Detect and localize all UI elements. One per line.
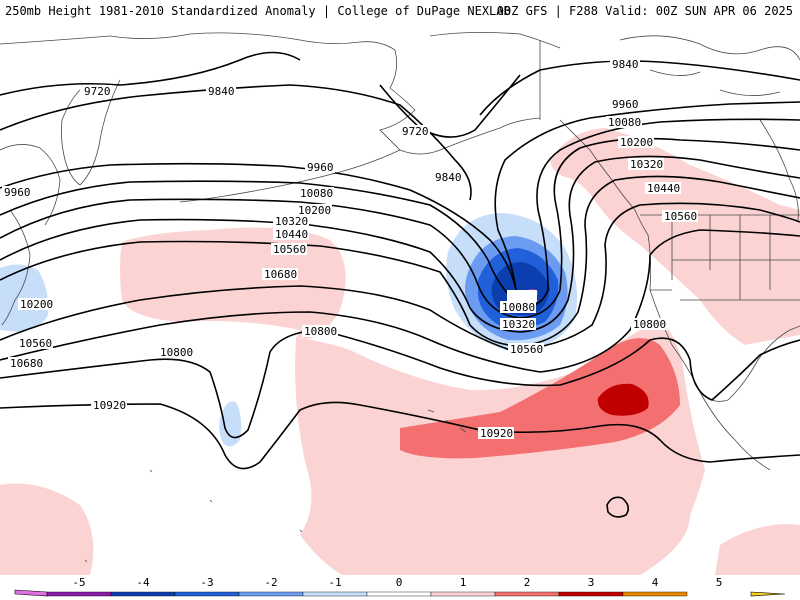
colorbar-tick-label: -5 <box>72 576 85 589</box>
contour-label: 9960 <box>4 186 31 199</box>
pacific-islets <box>84 469 303 563</box>
contour-label: 10800 <box>304 325 337 338</box>
colorbar-tick-label: -4 <box>136 576 150 589</box>
contour-label: 10440 <box>275 228 308 241</box>
anomaly-area-pos3 <box>597 383 649 416</box>
siberia-coast <box>0 32 396 51</box>
contour-label: 9960 <box>509 290 536 303</box>
contour-label: 10200 <box>20 298 53 311</box>
contour-small-closed <box>606 496 630 518</box>
colorbar-tick-label: 0 <box>396 576 403 589</box>
anomaly-area-pos1-southwest <box>0 483 94 575</box>
colorbar-arrow-right <box>750 591 786 597</box>
contour-label: 9840 <box>435 171 462 184</box>
anomaly-area-neg1-trough <box>219 401 242 447</box>
contour-label: 10080 <box>300 187 333 200</box>
contour-label: 10320 <box>502 318 535 331</box>
anomaly-area-pos1-southeast <box>715 524 800 575</box>
contour-9720-west <box>0 51 301 96</box>
contour-label: 10800 <box>160 346 193 359</box>
contour-label-layer: 9720 9840 9840 9720 9960 9840 9960 10080… <box>2 58 698 440</box>
contour-label: 10320 <box>630 158 663 171</box>
okhotsk-coast <box>0 144 61 226</box>
colorbar-tick-label: -1 <box>328 576 341 589</box>
us-state-lines <box>650 215 800 301</box>
contour-label: 9840 <box>208 85 235 98</box>
colorbar-tick-label: 2 <box>524 576 531 589</box>
colorbar-cells <box>46 591 688 597</box>
contour-label: 10560 <box>19 337 52 350</box>
alaska-north-coast <box>429 32 561 49</box>
colorbar-tick-label: -3 <box>200 576 213 589</box>
contour-label: 10080 <box>502 301 535 314</box>
contour-label: 10680 <box>264 268 297 281</box>
contour-label: 10560 <box>664 210 697 223</box>
contour-label: 9720 <box>402 125 429 138</box>
contour-10200 <box>0 137 800 319</box>
japan-coast <box>1 209 31 326</box>
aleutian-chain <box>179 149 401 203</box>
colorbar-tick-label: -2 <box>264 576 277 589</box>
colorbar-cell <box>366 591 432 597</box>
model-valid-time: 00Z GFS | F288 Valid: 00Z SUN APR 06 202… <box>496 4 793 18</box>
contour-label: 10440 <box>647 182 680 195</box>
contour-label: 9840 <box>612 58 639 71</box>
alaska-west-coast <box>379 49 541 155</box>
coastlines <box>0 32 800 563</box>
colorbar-cell <box>302 591 368 597</box>
contour-label: 10800 <box>633 318 666 331</box>
colorbar-cell <box>174 591 240 597</box>
colorbar-cell <box>494 591 560 597</box>
colorbar-tick-label: 5 <box>716 576 723 589</box>
contour-label: 10200 <box>298 204 331 217</box>
bc-coast <box>559 119 649 236</box>
kamchatka-coast <box>61 79 121 186</box>
colorbar-cell <box>430 591 496 597</box>
contour-9840-west <box>0 84 472 201</box>
anomaly-colorbar: -5 -4 -3 -2 -1 0 1 2 3 4 5 <box>0 575 800 600</box>
map-title: 250mb Height 1981-2010 Standardized Anom… <box>5 4 511 18</box>
colorbar-labels: -5 -4 -3 -2 -1 0 1 2 3 4 5 <box>72 576 722 589</box>
colorbar-tick-label: 4 <box>652 576 659 589</box>
colorbar-cell <box>622 591 688 597</box>
contour-label: 9720 <box>84 85 111 98</box>
contour-label: 10560 <box>273 243 306 256</box>
colorbar-cell <box>238 591 304 597</box>
mexico-baja <box>699 391 771 471</box>
contour-10920 <box>0 401 800 470</box>
colorbar-tick-label: 3 <box>588 576 595 589</box>
hudson-area <box>759 119 799 221</box>
colorbar-cell <box>110 591 176 597</box>
contour-label: 10920 <box>93 399 126 412</box>
contour-9960-east <box>494 101 800 291</box>
weather-map: 9720 9840 9840 9720 9960 9840 9960 10080… <box>0 22 800 575</box>
contour-label: 10200 <box>620 136 653 149</box>
contour-label: 10320 <box>275 215 308 228</box>
contour-label: 10920 <box>480 427 513 440</box>
colorbar-arrow-left <box>14 589 48 597</box>
contour-label: 10080 <box>608 116 641 129</box>
arctic-islands <box>619 35 800 96</box>
colorbar-tick-label: 1 <box>460 576 467 589</box>
contour-10680 <box>0 229 800 373</box>
contour-label: 9960 <box>612 98 639 111</box>
contour-label: 10560 <box>510 343 543 356</box>
contour-10800 <box>0 329 800 439</box>
colorbar-cell <box>558 591 624 597</box>
contour-10440 <box>0 175 800 347</box>
header: 250mb Height 1981-2010 Standardized Anom… <box>0 0 800 22</box>
contour-label: 10680 <box>10 357 43 370</box>
contour-label-backgrounds <box>2 58 698 439</box>
anomaly-area-pos1-central-pacific <box>120 227 705 575</box>
contour-label: 9960 <box>307 161 334 174</box>
colorbar-cell <box>46 591 112 597</box>
contour-9720-east <box>379 74 521 138</box>
